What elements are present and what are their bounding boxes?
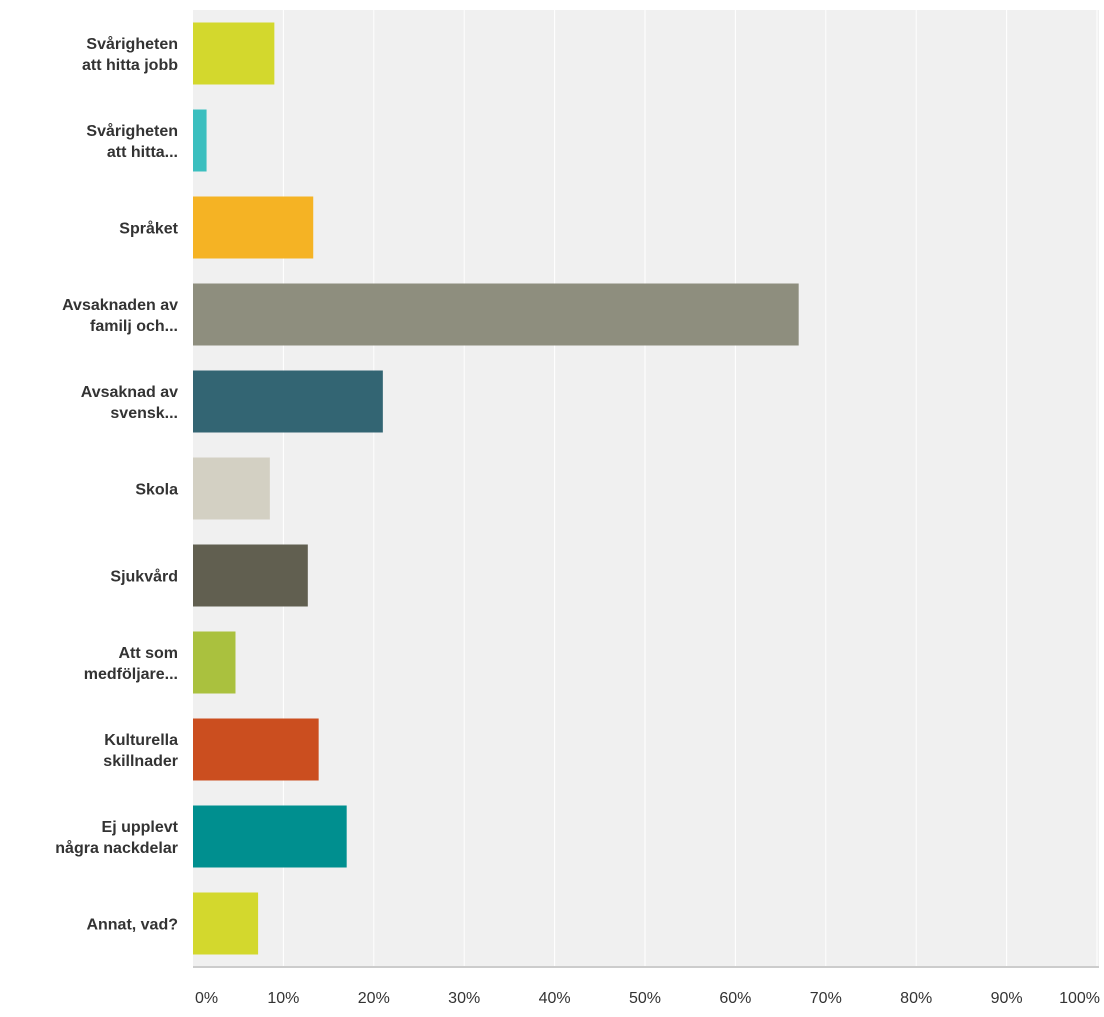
bar-10[interactable] bbox=[193, 893, 258, 955]
category-label-4: Avsaknad av svensk... bbox=[81, 384, 178, 422]
category-label-10: Annat, vad? bbox=[86, 917, 178, 934]
x-tick-label-40: 40% bbox=[539, 990, 571, 1007]
bar-4[interactable] bbox=[193, 371, 383, 433]
bar-6[interactable] bbox=[193, 545, 308, 607]
bar-9[interactable] bbox=[193, 806, 347, 868]
category-label-2: Språket bbox=[119, 220, 178, 238]
x-tick-labels: 0% 10% 20% 30% 40% 50% 60% 70% 80% 90% 100% bbox=[195, 990, 1100, 1007]
x-tick-label-80: 80% bbox=[900, 990, 932, 1007]
bar-7[interactable] bbox=[193, 632, 235, 694]
x-tick-label-50: 50% bbox=[629, 990, 661, 1007]
category-label-1: Svårigheten att hitta... bbox=[86, 122, 178, 161]
x-tick-label-100: 100% bbox=[1059, 990, 1100, 1007]
x-tick-label-90: 90% bbox=[991, 990, 1023, 1007]
bar-8[interactable] bbox=[193, 719, 319, 781]
category-label-8: Kulturella skillnader bbox=[103, 732, 178, 770]
x-tick-label-60: 60% bbox=[719, 990, 751, 1007]
bar-0[interactable] bbox=[193, 23, 274, 85]
category-label-9: Ej upplevt några nackdelar bbox=[55, 819, 178, 857]
bar-2[interactable] bbox=[193, 197, 313, 259]
category-labels: Svårigheten att hitta jobb Svårigheten att … bbox=[55, 35, 178, 934]
bar-3[interactable] bbox=[193, 284, 799, 346]
category-label-0: Svårigheten att hitta jobb bbox=[82, 35, 178, 74]
category-label-7: Att som medföljare... bbox=[84, 645, 178, 683]
x-tick-label-10: 10% bbox=[267, 990, 299, 1007]
bar-1[interactable] bbox=[193, 110, 207, 172]
category-label-3: Avsaknaden av familj och... bbox=[62, 297, 178, 335]
x-tick-label-20: 20% bbox=[358, 990, 390, 1007]
category-label-5: Skola bbox=[135, 482, 178, 499]
bar-5[interactable] bbox=[193, 458, 270, 520]
x-tick-label-0: 0% bbox=[195, 990, 218, 1007]
category-label-6: Sjukvård bbox=[110, 568, 178, 586]
x-tick-label-30: 30% bbox=[448, 990, 480, 1007]
x-tick-label-70: 70% bbox=[810, 990, 842, 1007]
